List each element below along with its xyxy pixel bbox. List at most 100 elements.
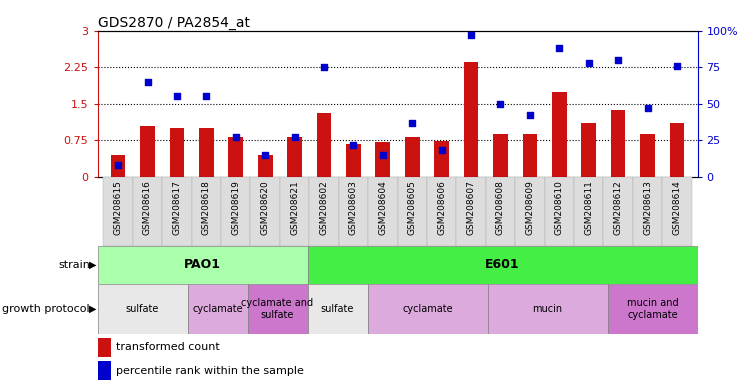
Text: GSM208611: GSM208611 xyxy=(584,180,593,235)
Point xyxy=(112,162,124,168)
Bar xyxy=(308,284,368,334)
Point xyxy=(612,57,624,63)
Point xyxy=(436,147,448,154)
Bar xyxy=(104,177,133,246)
Bar xyxy=(608,284,698,334)
Text: GSM208619: GSM208619 xyxy=(231,180,240,235)
Text: GSM208612: GSM208612 xyxy=(614,180,622,235)
Bar xyxy=(493,134,508,177)
Bar xyxy=(405,137,419,177)
Bar xyxy=(368,284,488,334)
Text: growth protocol: growth protocol xyxy=(2,304,90,314)
Bar xyxy=(610,109,626,177)
Text: GSM208613: GSM208613 xyxy=(643,180,652,235)
Text: GSM208605: GSM208605 xyxy=(408,180,417,235)
Point xyxy=(583,60,595,66)
Bar xyxy=(308,246,698,284)
Text: GSM208603: GSM208603 xyxy=(349,180,358,235)
Text: GSM208614: GSM208614 xyxy=(673,180,682,235)
Text: GSM208621: GSM208621 xyxy=(290,180,299,235)
Point xyxy=(524,112,536,118)
Bar xyxy=(162,177,191,246)
Text: GSM208615: GSM208615 xyxy=(113,180,122,235)
Bar xyxy=(280,177,309,246)
Text: sulfate: sulfate xyxy=(321,304,354,314)
Bar xyxy=(368,177,398,246)
Text: cyclamate: cyclamate xyxy=(192,304,243,314)
Bar xyxy=(376,142,390,177)
Bar xyxy=(670,123,684,177)
Bar xyxy=(251,177,280,246)
Text: strain: strain xyxy=(58,260,90,270)
Text: GSM208608: GSM208608 xyxy=(496,180,505,235)
Bar xyxy=(346,144,361,177)
Point xyxy=(260,152,272,158)
Bar xyxy=(258,155,272,177)
Point xyxy=(406,119,418,126)
Point xyxy=(318,64,330,70)
Bar xyxy=(633,177,662,246)
Point xyxy=(376,152,388,158)
Text: mucin and
cyclamate: mucin and cyclamate xyxy=(627,298,678,320)
Point xyxy=(171,93,183,99)
Bar xyxy=(486,177,515,246)
Text: ▶: ▶ xyxy=(89,260,97,270)
Bar xyxy=(640,134,655,177)
Text: cyclamate and
sulfate: cyclamate and sulfate xyxy=(242,298,314,320)
Point xyxy=(142,79,154,85)
Bar xyxy=(434,141,449,177)
Text: GSM208604: GSM208604 xyxy=(378,180,387,235)
Point xyxy=(671,63,683,69)
Text: GSM208609: GSM208609 xyxy=(525,180,534,235)
Bar xyxy=(98,361,111,380)
Bar xyxy=(199,128,214,177)
Point xyxy=(494,101,506,107)
Text: mucin: mucin xyxy=(532,304,562,314)
Point xyxy=(200,93,212,99)
Bar xyxy=(581,123,596,177)
Text: ▶: ▶ xyxy=(89,304,97,314)
Bar xyxy=(287,137,302,177)
Bar xyxy=(98,246,308,284)
Text: GSM208602: GSM208602 xyxy=(320,180,328,235)
Point xyxy=(641,105,653,111)
Bar xyxy=(133,177,162,246)
Bar xyxy=(188,284,248,334)
Bar xyxy=(98,338,111,356)
Bar xyxy=(515,177,544,246)
Bar xyxy=(574,177,604,246)
Bar xyxy=(140,126,154,177)
Text: cyclamate: cyclamate xyxy=(402,304,453,314)
Bar xyxy=(662,177,692,246)
Text: GDS2870 / PA2854_at: GDS2870 / PA2854_at xyxy=(98,16,250,30)
Bar xyxy=(111,155,125,177)
Bar xyxy=(456,177,486,246)
Bar xyxy=(339,177,368,246)
Bar xyxy=(398,177,427,246)
Point xyxy=(554,45,566,51)
Text: percentile rank within the sample: percentile rank within the sample xyxy=(116,366,303,376)
Bar xyxy=(552,91,566,177)
Bar xyxy=(229,137,243,177)
Bar xyxy=(191,177,221,246)
Bar xyxy=(98,284,188,334)
Text: GSM208617: GSM208617 xyxy=(172,180,182,235)
Bar xyxy=(544,177,574,246)
Bar xyxy=(309,177,339,246)
Text: PAO1: PAO1 xyxy=(184,258,221,271)
Text: sulfate: sulfate xyxy=(126,304,159,314)
Text: GSM208610: GSM208610 xyxy=(555,180,564,235)
Point xyxy=(347,141,359,147)
Text: GSM208616: GSM208616 xyxy=(143,180,152,235)
Bar xyxy=(488,284,608,334)
Point xyxy=(465,32,477,38)
Point xyxy=(230,134,242,140)
Text: E601: E601 xyxy=(485,258,520,271)
Point xyxy=(289,134,301,140)
Text: GSM208620: GSM208620 xyxy=(261,180,270,235)
Bar xyxy=(604,177,633,246)
Bar xyxy=(170,128,184,177)
Text: GSM208607: GSM208607 xyxy=(466,180,476,235)
Text: transformed count: transformed count xyxy=(116,342,219,352)
Bar xyxy=(316,113,332,177)
